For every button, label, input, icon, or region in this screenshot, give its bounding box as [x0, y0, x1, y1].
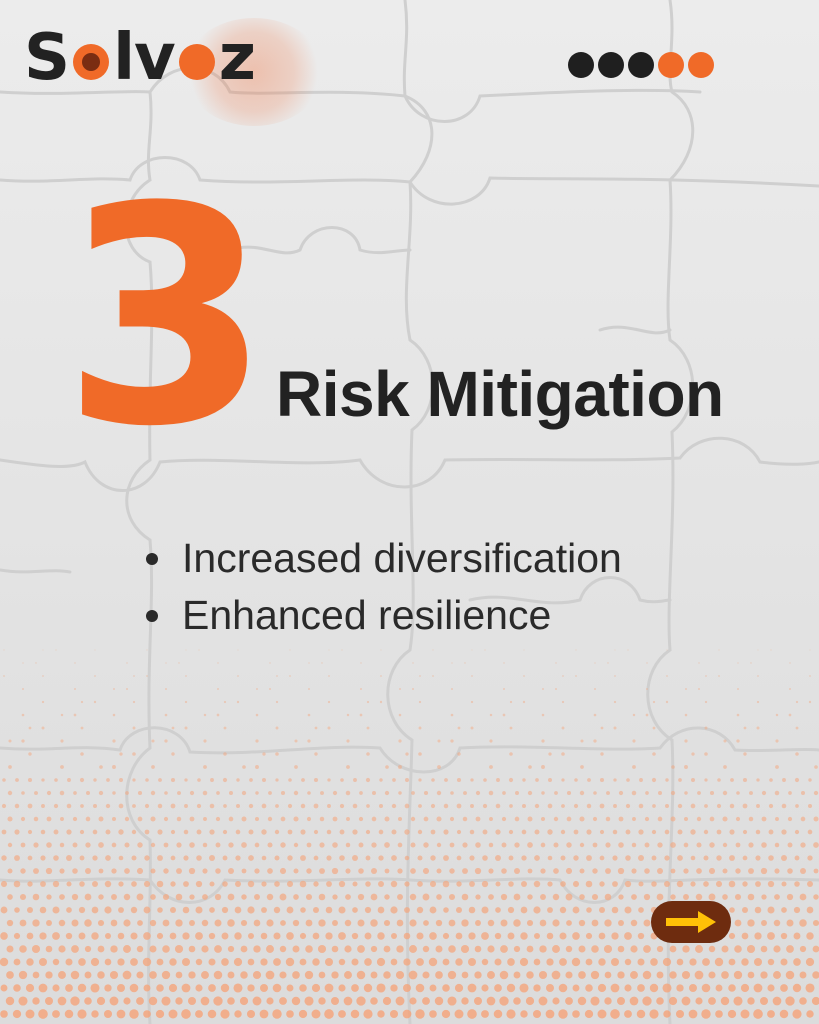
bullet-dot-icon — [146, 552, 158, 565]
bullet-item: Enhanced resilience — [146, 587, 622, 644]
bullet-list: Increased diversification Enhanced resili… — [146, 530, 622, 644]
pager-dot-5 — [688, 52, 714, 78]
logo-letter-s: S — [24, 21, 70, 95]
bullet-text: Enhanced resilience — [182, 592, 552, 638]
logo-o-dot-icon — [73, 44, 110, 80]
pager-dot-2 — [598, 52, 624, 78]
slide-pager — [568, 52, 714, 78]
next-slide-button[interactable] — [651, 901, 731, 943]
slide-number: 3 — [62, 143, 271, 492]
slide-title: Risk Mitigation — [276, 358, 724, 430]
arrow-right-icon — [666, 911, 716, 933]
pager-dot-4 — [658, 52, 684, 78]
logo-o-plain-icon — [178, 44, 215, 80]
logo-letters-lv: lv — [113, 21, 176, 95]
bullet-text: Increased diversification — [182, 535, 622, 581]
pager-dot-1 — [568, 52, 594, 78]
logo-letter-z: z — [218, 21, 256, 95]
pager-dot-3 — [628, 52, 654, 78]
bullet-item: Increased diversification — [146, 530, 622, 587]
bullet-dot-icon — [146, 609, 158, 622]
